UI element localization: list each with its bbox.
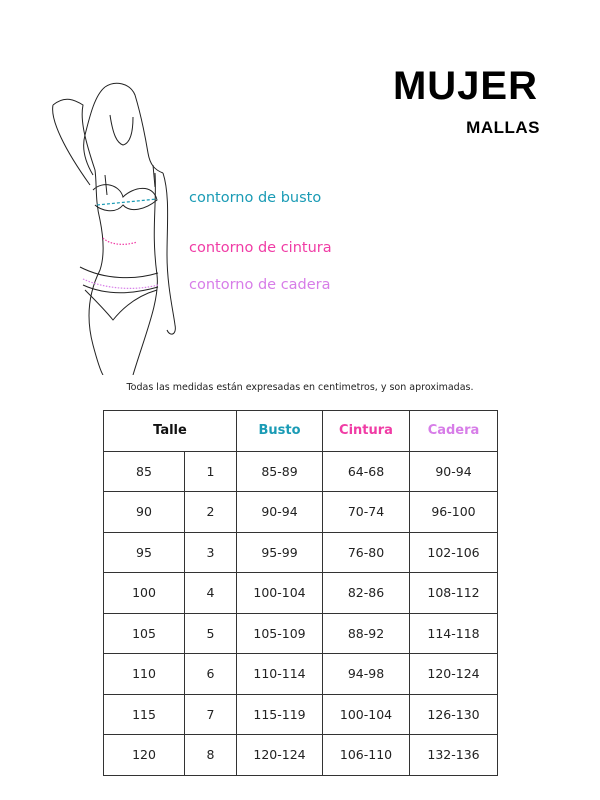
bust-cell: 105-109 — [236, 612, 323, 654]
size-cell: 105 — [103, 612, 185, 654]
hip-cell: 120-124 — [409, 653, 498, 695]
table-row: 90 2 90-94 70-74 96-100 — [103, 491, 498, 533]
page-subtitle: MALLAS — [466, 118, 540, 137]
waist-cell: 82-86 — [322, 572, 410, 614]
size-cell: 90 — [103, 491, 185, 533]
hip-cell: 132-136 — [409, 734, 498, 776]
waist-cell: 106-110 — [322, 734, 410, 776]
waist-cell: 76-80 — [322, 531, 410, 573]
size-number-cell: 8 — [184, 734, 237, 776]
hip-cell: 96-100 — [409, 491, 498, 533]
waist-contour-label: contorno de cintura — [189, 240, 332, 256]
waist-cell: 88-92 — [322, 612, 410, 654]
hip-cell: 114-118 — [409, 612, 498, 654]
waist-cell: 70-74 — [322, 491, 410, 533]
size-number-cell: 7 — [184, 693, 237, 735]
bust-cell: 95-99 — [236, 531, 323, 573]
size-number-cell: 4 — [184, 572, 237, 614]
size-chart-table: Talle Busto Cintura Cadera 85 1 85-89 64-68… — [103, 410, 498, 776]
size-number-cell: 1 — [184, 450, 237, 492]
header-talle: Talle — [103, 410, 237, 452]
waist-cell: 100-104 — [322, 693, 410, 735]
page-title: MUJER — [392, 64, 538, 108]
bust-cell: 110-114 — [236, 653, 323, 695]
header-cintura: Cintura — [322, 410, 410, 452]
bust-cell: 115-119 — [236, 693, 323, 735]
bust-cell: 85-89 — [236, 450, 323, 492]
size-cell: 85 — [103, 450, 185, 492]
header-busto: Busto — [236, 410, 323, 452]
table-row: 110 6 110-114 94-98 120-124 — [103, 653, 498, 695]
bust-contour-label: contorno de busto — [189, 190, 322, 206]
hip-cell: 102-106 — [409, 531, 498, 573]
table-row: 115 7 115-119 100-104 126-130 — [103, 693, 498, 735]
measurement-note: Todas las medidas están expresadas en ce… — [126, 382, 474, 393]
table-row: 95 3 95-99 76-80 102-106 — [103, 531, 498, 573]
waist-cell: 64-68 — [322, 450, 410, 492]
size-cell: 110 — [103, 653, 185, 695]
bust-cell: 100-104 — [236, 572, 323, 614]
table-row: 120 8 120-124 106-110 132-136 — [103, 734, 498, 776]
size-cell: 100 — [103, 572, 185, 614]
size-cell: 115 — [103, 693, 185, 735]
table-row: 105 5 105-109 88-92 114-118 — [103, 612, 498, 654]
hip-cell: 90-94 — [409, 450, 498, 492]
hip-contour-label: contorno de cadera — [189, 277, 331, 293]
size-number-cell: 3 — [184, 531, 237, 573]
size-number-cell: 2 — [184, 491, 237, 533]
bust-cell: 120-124 — [236, 734, 323, 776]
hip-cell: 126-130 — [409, 693, 498, 735]
size-cell: 95 — [103, 531, 185, 573]
table-header-row: Talle Busto Cintura Cadera — [103, 410, 498, 452]
hip-cell: 108-112 — [409, 572, 498, 614]
body-measurement-illustration — [52, 82, 176, 375]
size-cell: 120 — [103, 734, 185, 776]
table-row: 85 1 85-89 64-68 90-94 — [103, 450, 498, 492]
bust-cell: 90-94 — [236, 491, 323, 533]
size-number-cell: 5 — [184, 612, 237, 654]
header-cadera: Cadera — [409, 410, 498, 452]
size-number-cell: 6 — [184, 653, 237, 695]
table-row: 100 4 100-104 82-86 108-112 — [103, 572, 498, 614]
waist-cell: 94-98 — [322, 653, 410, 695]
